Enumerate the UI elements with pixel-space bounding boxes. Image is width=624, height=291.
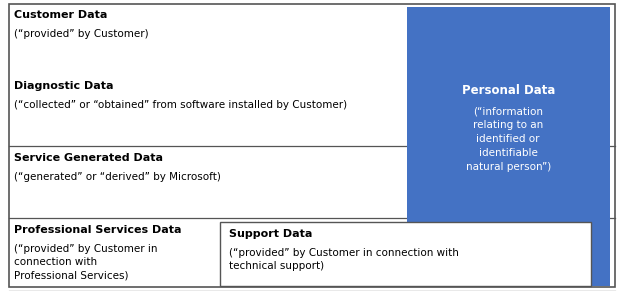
Text: Personal Data: Personal Data: [462, 84, 555, 97]
Text: (“provided” by Customer in
connection with
Professional Services): (“provided” by Customer in connection wi…: [14, 244, 157, 280]
Text: Service Generated Data: Service Generated Data: [14, 153, 163, 163]
Text: Diagnostic Data: Diagnostic Data: [14, 81, 113, 91]
Text: (“generated” or “derived” by Microsoft): (“generated” or “derived” by Microsoft): [14, 172, 221, 182]
Text: (“information
relating to an
identified or
identifiable
natural person”): (“information relating to an identified …: [466, 106, 551, 172]
Text: (“provided” by Customer): (“provided” by Customer): [14, 29, 149, 39]
Text: Customer Data: Customer Data: [14, 10, 107, 20]
Text: (“provided” by Customer in connection with
technical support): (“provided” by Customer in connection wi…: [229, 248, 459, 271]
Text: (“collected” or “obtained” from software installed by Customer): (“collected” or “obtained” from software…: [14, 100, 347, 110]
Text: Support Data: Support Data: [229, 229, 313, 239]
Text: Professional Services Data: Professional Services Data: [14, 225, 181, 235]
Bar: [407, 7, 610, 286]
Bar: [220, 222, 591, 286]
